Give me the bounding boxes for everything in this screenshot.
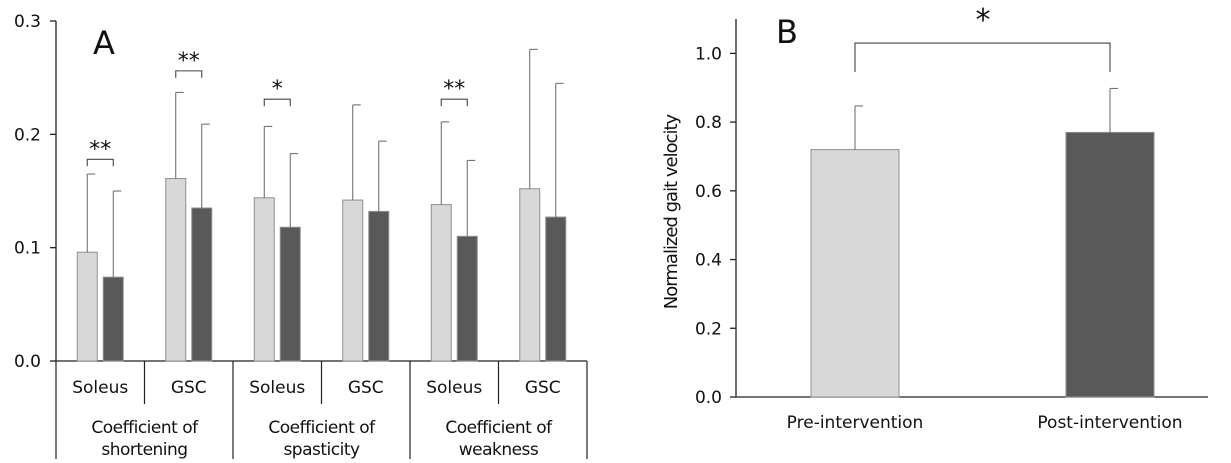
panel-b: B Normalized gait velocity 0.0 0.2 0.4 0.6 0… — [661, 3, 1208, 433]
panel-b-y-tick-label: 0.6 — [695, 182, 722, 202]
panel-b-y-tick-label: 0.0 — [695, 388, 722, 408]
panel-a-significance-bracket — [440, 98, 468, 107]
panel-b-y-tick-label: 1.0 — [695, 44, 722, 64]
panel-a-y-tick-label: 0.0 — [14, 352, 41, 372]
panel-a-significance-label: * — [272, 77, 283, 102]
panel-b-y-tick-label: 0.8 — [695, 113, 722, 133]
panel-b-y-axis-label: Normalized gait velocity — [661, 113, 682, 309]
panel-a-category-label: GSC — [348, 378, 384, 398]
panel-a-category-label: GSC — [525, 378, 561, 398]
panel-b-bar — [810, 149, 900, 398]
panel-b-y-tick-label: 0.4 — [695, 251, 722, 271]
panel-b-significance-label: * — [976, 3, 991, 38]
panel-b-category-label: Post-intervention — [1037, 413, 1182, 433]
panel-b-significance-bracket — [854, 42, 1111, 73]
panel-a-significance-label: ** — [89, 137, 111, 162]
panel-a-group-label: Coefficient of spasticity — [268, 418, 376, 459]
panel-a-category-label: Soleus — [72, 378, 128, 398]
panel-a-bar — [102, 276, 124, 362]
panel-a-bar — [279, 226, 301, 362]
panel-a-bar — [76, 251, 98, 362]
panel-a-significance-label: ** — [443, 77, 465, 102]
panel-b-category-label: Pre-intervention — [787, 413, 924, 433]
panel-a-bar — [456, 235, 478, 362]
panel-a-label: A — [93, 24, 115, 62]
panel-a-bar — [342, 199, 364, 362]
panel-a-bar — [253, 197, 275, 362]
panel-a-category-label: Soleus — [249, 378, 305, 398]
panel-a-category-label: GSC — [171, 378, 207, 398]
panel-a: A 0.00.10.20.3***** **Soleus GSC Soleus GSC S… — [14, 12, 588, 460]
panel-b-label: B — [776, 13, 798, 51]
panel-a-bar — [368, 210, 390, 362]
panel-a-y-tick-label: 0.2 — [14, 125, 41, 145]
panel-b-bar — [1065, 131, 1155, 398]
panel-a-group-label: Coefficient of shortening — [91, 418, 199, 459]
panel-a-bar — [430, 204, 452, 362]
panel-a-y-tick-label: 0.1 — [14, 239, 41, 259]
panel-a-bar — [165, 178, 187, 362]
panel-a-significance-bracket — [175, 70, 203, 78]
panel-a-bar — [191, 207, 213, 362]
panel-a-significance-bracket — [86, 158, 114, 167]
panel-a-group-label: Coefficient of weakness — [445, 418, 553, 459]
panel-a-significance-label: ** — [178, 49, 200, 74]
panel-a-y-tick-label: 0.3 — [14, 12, 41, 32]
panel-a-bar — [519, 188, 541, 362]
panel-a-significance-bracket — [263, 98, 291, 107]
panel-b-y-tick-label: 0.2 — [695, 319, 722, 339]
panel-a-category-label: Soleus — [426, 378, 482, 398]
panel-a-bar — [545, 216, 567, 362]
